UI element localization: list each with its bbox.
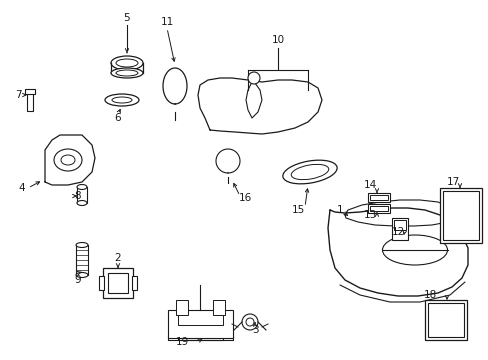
Text: 19: 19 bbox=[175, 337, 188, 347]
Bar bbox=[76, 245, 88, 275]
Bar bbox=[103, 268, 133, 298]
Bar bbox=[369, 206, 387, 211]
Ellipse shape bbox=[61, 155, 75, 165]
Bar bbox=[367, 193, 389, 202]
Bar bbox=[168, 310, 232, 338]
Text: 5: 5 bbox=[123, 13, 130, 23]
Text: 4: 4 bbox=[19, 183, 25, 193]
Bar bbox=[27, 93, 33, 111]
Bar bbox=[369, 195, 387, 200]
Bar bbox=[367, 204, 389, 213]
Text: 12: 12 bbox=[390, 227, 404, 237]
Circle shape bbox=[247, 72, 260, 84]
Ellipse shape bbox=[77, 184, 87, 189]
Bar bbox=[77, 187, 87, 203]
Text: 16: 16 bbox=[238, 193, 251, 203]
Bar bbox=[99, 276, 104, 290]
Ellipse shape bbox=[76, 273, 88, 278]
Bar bbox=[439, 188, 481, 243]
Text: 7: 7 bbox=[15, 90, 21, 100]
Bar bbox=[393, 220, 405, 230]
Ellipse shape bbox=[116, 70, 138, 76]
Text: 1: 1 bbox=[336, 205, 343, 215]
Bar bbox=[132, 276, 137, 290]
Text: 8: 8 bbox=[75, 191, 81, 201]
Text: 3: 3 bbox=[251, 325, 258, 335]
Text: 15: 15 bbox=[291, 205, 304, 215]
Bar bbox=[25, 89, 35, 94]
Ellipse shape bbox=[76, 243, 88, 248]
Text: 18: 18 bbox=[423, 290, 436, 300]
Bar bbox=[213, 300, 224, 315]
Ellipse shape bbox=[112, 97, 132, 103]
Bar bbox=[424, 300, 466, 340]
Ellipse shape bbox=[77, 201, 87, 206]
Text: 14: 14 bbox=[363, 180, 376, 190]
Ellipse shape bbox=[116, 59, 138, 67]
Ellipse shape bbox=[111, 68, 142, 78]
Ellipse shape bbox=[282, 160, 336, 184]
Polygon shape bbox=[327, 208, 467, 296]
Bar bbox=[442, 191, 478, 240]
Ellipse shape bbox=[111, 56, 142, 70]
Bar bbox=[427, 303, 463, 337]
Ellipse shape bbox=[54, 149, 82, 171]
Text: 9: 9 bbox=[75, 275, 81, 285]
Text: 13: 13 bbox=[363, 210, 376, 220]
Text: 17: 17 bbox=[446, 177, 459, 187]
Ellipse shape bbox=[382, 235, 447, 265]
Bar bbox=[391, 218, 407, 240]
Circle shape bbox=[245, 318, 253, 326]
Ellipse shape bbox=[105, 94, 139, 106]
Circle shape bbox=[242, 314, 258, 330]
Text: 10: 10 bbox=[271, 35, 284, 45]
Ellipse shape bbox=[291, 165, 328, 180]
Bar bbox=[108, 273, 128, 293]
Text: 11: 11 bbox=[160, 17, 173, 27]
Text: 6: 6 bbox=[115, 113, 121, 123]
Text: 2: 2 bbox=[115, 253, 121, 263]
Bar bbox=[176, 300, 187, 315]
